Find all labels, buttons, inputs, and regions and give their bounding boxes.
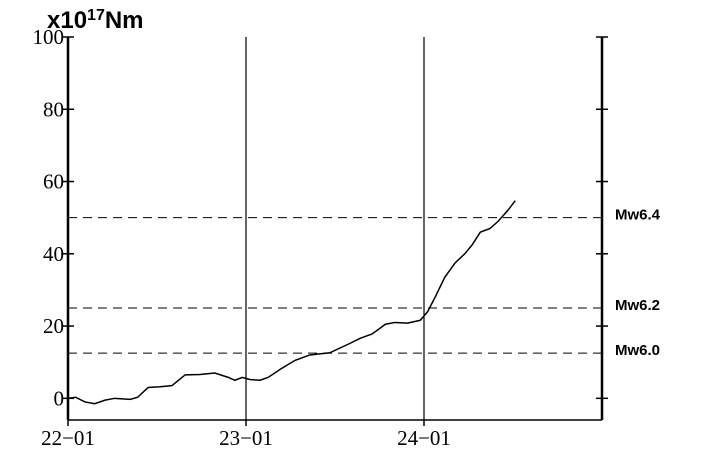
y-tick-label: 0 [54,386,65,410]
y-tick-label: 40 [43,242,64,266]
title-unit: Nm [105,7,144,34]
y-tick-label: 20 [43,314,64,338]
title-base: x10 [47,7,87,34]
chart-title: x1017Nm [47,7,144,34]
y-tick-label: 80 [43,97,64,121]
reference-label: Mw6.4 [615,207,661,224]
x-tick-label: 24−01 [397,426,451,449]
x-tick-label: 23−01 [219,426,273,449]
data-line [67,200,516,405]
reference-label: Mw6.2 [615,297,660,314]
title-exponent: 17 [87,7,105,24]
reference-label: Mw6.0 [615,342,660,359]
y-tick-label: 100 [33,25,65,49]
y-tick-label: 60 [43,170,64,194]
x-tick-label: 22−01 [41,426,95,449]
